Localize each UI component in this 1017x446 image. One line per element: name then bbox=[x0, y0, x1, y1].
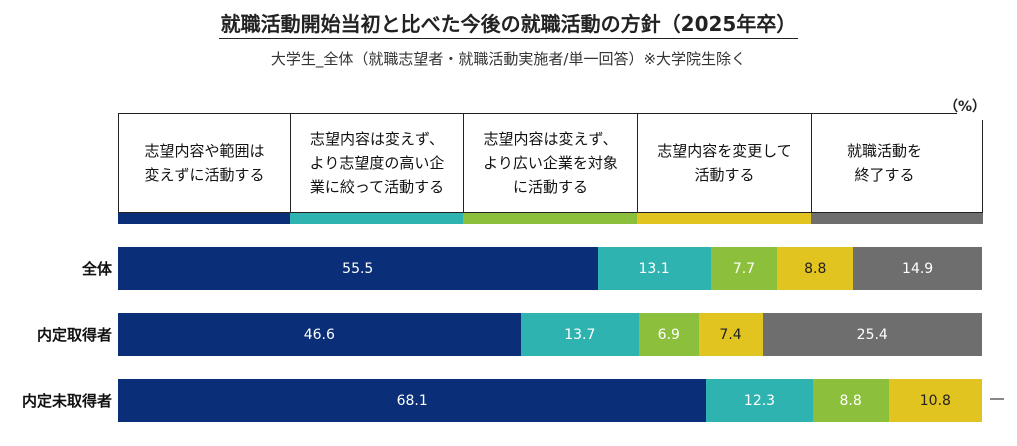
legend-swatch bbox=[637, 213, 811, 224]
legend-label: 志望内容は変えず、 より志望度の高い企 業に絞って活動する bbox=[309, 130, 445, 196]
data-label: 46.6 bbox=[303, 326, 335, 343]
bar-segment: 13.1 bbox=[597, 247, 711, 290]
bar-segment: 8.8 bbox=[812, 379, 889, 422]
legend-swatch bbox=[290, 213, 463, 224]
data-label: 68.1 bbox=[396, 392, 428, 409]
data-label: 7.7 bbox=[732, 260, 756, 277]
data-label: 6.9 bbox=[657, 326, 680, 343]
legend-end-frame bbox=[957, 120, 983, 213]
legend-end-strip bbox=[957, 213, 983, 224]
bar-segment: 7.4 bbox=[698, 313, 763, 356]
legend-label: 志望内容は変えず、 より広い企業を対象 に活動する bbox=[483, 130, 618, 196]
data-label: 10.8 bbox=[919, 392, 951, 409]
bar-segment: 7.7 bbox=[710, 247, 778, 290]
chart-title: 就職活動開始当初と比べた今後の就職活動の方針（2025年卒） bbox=[0, 8, 1017, 39]
legend-label: 志望内容を変更して 活動する bbox=[657, 142, 792, 184]
legend-swatch bbox=[811, 213, 957, 224]
data-label: 55.5 bbox=[342, 260, 374, 277]
bar-segment: 68.1 bbox=[118, 379, 707, 422]
bar-segment: 6.9 bbox=[638, 313, 699, 356]
data-label: 7.4 bbox=[719, 326, 742, 343]
data-label: 8.8 bbox=[839, 392, 862, 409]
unit-label: （%） bbox=[944, 99, 987, 115]
data-label: 8.8 bbox=[804, 260, 827, 277]
bar-segment: 14.9 bbox=[853, 247, 982, 290]
data-label: 13.1 bbox=[638, 260, 670, 277]
legend-item: 志望内容は変えず、 より志望度の高い企 業に絞って活動する bbox=[290, 113, 463, 213]
chart-subtitle: 大学生_全体（就職志望者・就職活動実施者/単一回答）※大学院生除く bbox=[270, 50, 747, 68]
data-label: 12.3 bbox=[743, 392, 776, 409]
bar-segment: 13.7 bbox=[520, 313, 639, 356]
legend-item: 志望内容を変更して 活動する bbox=[637, 113, 811, 213]
data-label: 25.4 bbox=[856, 326, 888, 343]
category-label: 全体 bbox=[81, 260, 112, 278]
bar-segment: 12.3 bbox=[706, 379, 813, 422]
bar-segment: 10.8 bbox=[888, 379, 982, 422]
legend-swatch bbox=[118, 213, 290, 224]
data-label-zero: ― bbox=[990, 391, 1004, 407]
data-label: 13.7 bbox=[564, 326, 596, 343]
legend-item: 就職活動を 終了する bbox=[811, 113, 957, 213]
legend-label: 志望内容や範囲は 変えずに活動する bbox=[144, 142, 265, 184]
legend-item: 志望内容や範囲は 変えずに活動する bbox=[118, 113, 290, 213]
bar-segment: 8.8 bbox=[777, 247, 854, 290]
bar-segment: 25.4 bbox=[762, 313, 982, 356]
category-label: 内定未取得者 bbox=[21, 392, 112, 410]
bar-segment: 46.6 bbox=[118, 313, 521, 356]
legend-item: 志望内容は変えず、 より広い企業を対象 に活動する bbox=[463, 113, 637, 213]
legend-swatch bbox=[463, 213, 637, 224]
legend-label: 就職活動を 終了する bbox=[846, 142, 922, 184]
data-label: 14.9 bbox=[902, 260, 934, 277]
category-label: 内定取得者 bbox=[36, 326, 112, 344]
bar-segment: 55.5 bbox=[118, 247, 598, 290]
